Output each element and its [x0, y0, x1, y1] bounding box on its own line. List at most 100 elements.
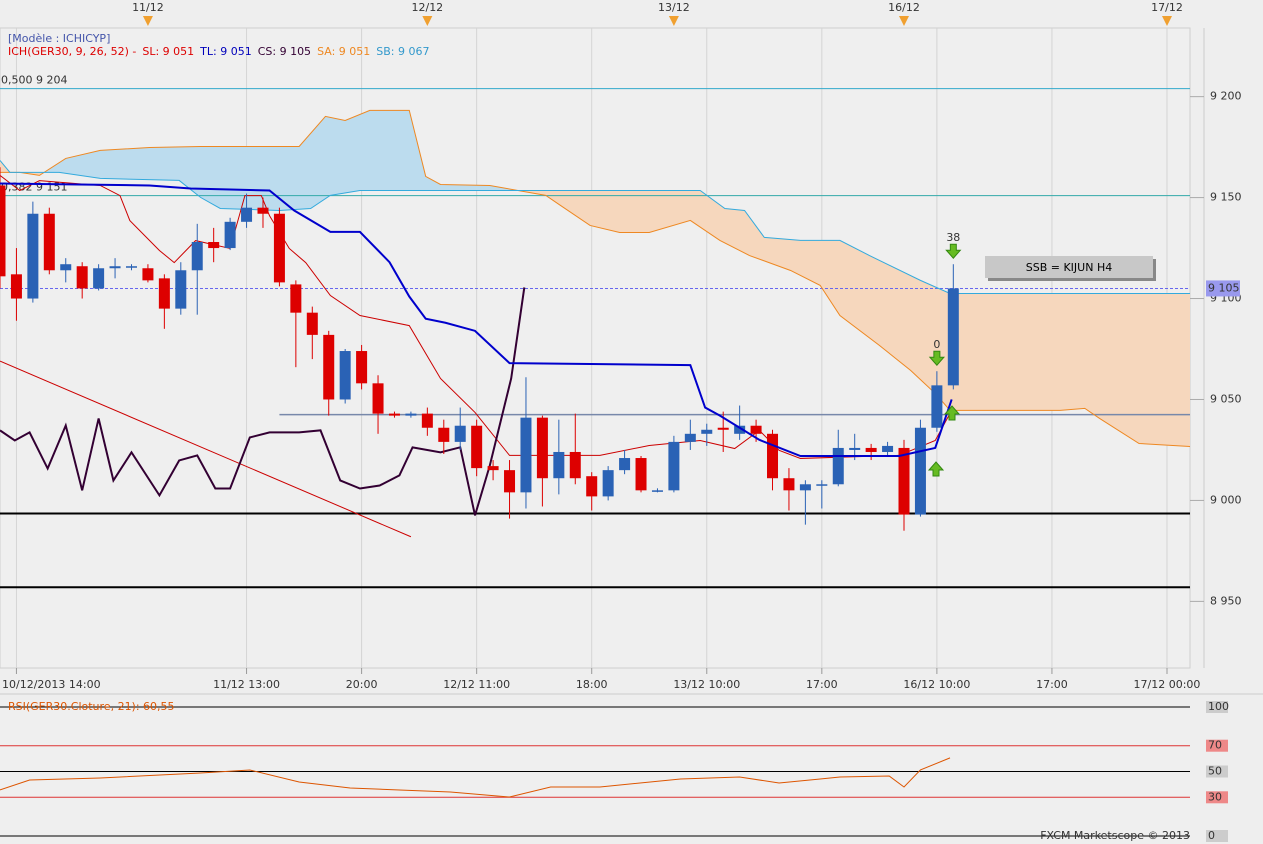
candle-body [191, 242, 203, 271]
candle-body [701, 429, 713, 434]
candle-body [224, 221, 236, 249]
y-tick-label: 9 050 [1210, 392, 1242, 405]
candle-body [799, 484, 811, 491]
candle-body [536, 417, 548, 479]
candle-body [947, 288, 959, 386]
watermark: FXCM Marketscope © 2013 [1040, 829, 1190, 842]
candle-body [43, 213, 55, 271]
candle-body [27, 213, 39, 299]
candle-body [914, 427, 926, 515]
level-label: 0,500 9 204 [1, 74, 67, 87]
candle-body [553, 451, 565, 479]
candle-body [619, 458, 631, 471]
y-tick-label: 8 950 [1210, 594, 1242, 607]
candle-body [93, 268, 105, 289]
overlay: 10/12/2013 14:00 11/12 13:00 20:00 12/12 11… [2, 1, 1242, 842]
candle-body [273, 213, 285, 283]
candle-body [388, 413, 400, 416]
candle-body [142, 268, 154, 281]
candle-body [208, 242, 220, 249]
candle-body [438, 427, 450, 442]
signal-up-arrow [927, 461, 945, 477]
x-tick-label: 20:00 [346, 678, 378, 691]
annotation-box [985, 256, 1153, 278]
day-marker [422, 16, 433, 26]
day-marker [899, 16, 910, 26]
candle-body [109, 266, 121, 269]
candle-body [323, 334, 335, 400]
candle-body [898, 447, 910, 515]
rsi-tick-label: 0 [1208, 829, 1215, 842]
candle-body [356, 351, 368, 384]
last-price-label: 9 105 [1208, 281, 1240, 294]
candle-body [668, 441, 680, 491]
candle-body [734, 425, 746, 434]
legend-item: TL: 9 051 [199, 45, 252, 58]
cloud-fill [44, 110, 520, 211]
last-price-box [1206, 280, 1240, 297]
rsi-tick-label: 30 [1208, 790, 1222, 803]
rsi-tick-label: 70 [1208, 739, 1222, 752]
candle-body [471, 425, 483, 469]
candle-body [651, 490, 663, 492]
y-tick-label: 9 000 [1210, 493, 1242, 506]
kijun-line [0, 182, 953, 458]
signal-label: 0 [933, 338, 940, 351]
rsi-tick-label: 50 [1208, 765, 1222, 778]
candle-body [750, 425, 762, 434]
candle-body [783, 478, 795, 491]
day-marker [142, 16, 153, 26]
candle-body [487, 466, 499, 471]
candle-body [569, 451, 581, 479]
candle-body [339, 351, 351, 400]
y-tick-label: 9 150 [1210, 191, 1242, 204]
rsi-line [0, 757, 951, 798]
candle-body [405, 413, 417, 416]
candle-body [421, 413, 433, 428]
trend-line [0, 360, 412, 538]
candle-body [454, 425, 466, 442]
day-label: 17/12 [1151, 1, 1183, 14]
candle-body [0, 185, 6, 277]
x-tick-label: 12/12 11:00 [443, 678, 510, 691]
day-marker [668, 16, 679, 26]
x-tick-label: 11/12 13:00 [213, 678, 280, 691]
indicator-line [0, 287, 526, 516]
indicator-line [0, 160, 1190, 294]
signal-up-arrow [943, 405, 961, 421]
candle-body [931, 385, 943, 428]
rsi-area [0, 700, 1190, 840]
x-tick-label: 17:00 [1036, 678, 1068, 691]
candle-body [849, 447, 861, 450]
candle-body [175, 270, 187, 309]
candle-body [10, 274, 22, 299]
x-tick-label: 10/12/2013 14:00 [2, 678, 101, 691]
x-tick-label: 18:00 [576, 678, 608, 691]
candle-body [290, 284, 302, 313]
rsi-title: RSI(GER30.Cloture, 21): 60,55 [8, 700, 175, 713]
day-label: 11/12 [132, 1, 164, 14]
legend-item: SL: 9 051 [142, 45, 194, 58]
x-tick-label: 16/12 10:00 [903, 678, 970, 691]
candle-body [882, 445, 894, 452]
legend-item: SA: 9 051 [317, 45, 370, 58]
candle-body [767, 433, 779, 479]
legend-item: SB: 9 067 [376, 45, 429, 58]
candle-body [241, 207, 253, 222]
candle-body [372, 383, 384, 414]
day-label: 16/12 [888, 1, 920, 14]
candle-body [684, 433, 696, 442]
rsi-plot [0, 706, 1190, 837]
rsi-tick-box [1206, 765, 1228, 778]
day-label: 13/12 [658, 1, 690, 14]
indicator-legend: ICH(GER30, 9, 26, 52) - SL: 9 051 TL: 9 05… [8, 45, 430, 58]
candle-body [816, 484, 828, 486]
candle-body [306, 312, 318, 335]
x-tick-label: 17:00 [806, 678, 838, 691]
y-tick-label: 9 200 [1210, 90, 1242, 103]
day-marker [1161, 16, 1172, 26]
candle-body [865, 447, 877, 452]
annotation: SSB = KIJUN H4 [1026, 261, 1112, 274]
